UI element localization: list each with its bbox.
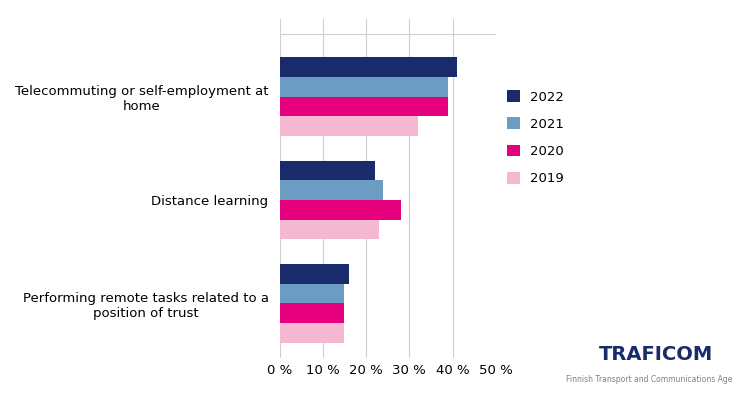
- Bar: [279, 77, 449, 97]
- Bar: [279, 284, 345, 304]
- Text: TRAFICOM: TRAFICOM: [599, 346, 713, 364]
- Bar: [279, 97, 449, 116]
- Bar: [279, 220, 379, 239]
- Bar: [279, 116, 418, 136]
- Legend: 2022, 2021, 2020, 2019: 2022, 2021, 2020, 2019: [507, 90, 564, 185]
- Bar: [279, 304, 345, 323]
- Bar: [279, 180, 383, 200]
- Bar: [279, 323, 345, 343]
- Bar: [279, 264, 349, 284]
- Bar: [279, 161, 375, 180]
- Bar: [279, 200, 401, 220]
- Text: Finnish Transport and Communications Agency: Finnish Transport and Communications Age…: [566, 375, 733, 384]
- Bar: [279, 57, 457, 77]
